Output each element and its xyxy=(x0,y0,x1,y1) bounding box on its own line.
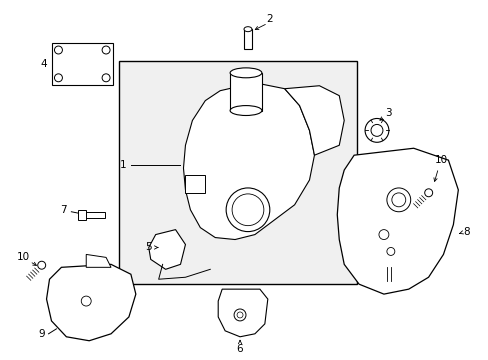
Text: 1: 1 xyxy=(120,160,126,170)
Polygon shape xyxy=(86,255,111,267)
Bar xyxy=(78,210,86,220)
Bar xyxy=(185,175,205,193)
Ellipse shape xyxy=(230,105,262,116)
Circle shape xyxy=(38,261,45,269)
Text: 7: 7 xyxy=(60,205,66,215)
Circle shape xyxy=(102,46,110,54)
Circle shape xyxy=(54,46,62,54)
Polygon shape xyxy=(46,264,136,341)
Text: 3: 3 xyxy=(385,108,391,117)
Bar xyxy=(244,29,251,49)
Polygon shape xyxy=(284,86,344,155)
Circle shape xyxy=(54,74,62,82)
Circle shape xyxy=(370,125,382,136)
Polygon shape xyxy=(218,289,267,337)
Ellipse shape xyxy=(244,27,251,32)
Bar xyxy=(230,73,262,111)
Circle shape xyxy=(391,193,405,207)
Text: 2: 2 xyxy=(266,14,273,24)
Circle shape xyxy=(232,194,264,226)
Bar xyxy=(83,212,105,218)
Text: 10: 10 xyxy=(434,155,447,165)
Circle shape xyxy=(386,247,394,255)
Circle shape xyxy=(378,230,388,239)
Polygon shape xyxy=(148,230,185,269)
Text: 8: 8 xyxy=(462,226,468,237)
Circle shape xyxy=(237,312,243,318)
Text: 6: 6 xyxy=(236,344,243,354)
Text: 5: 5 xyxy=(145,243,152,252)
Circle shape xyxy=(424,189,432,197)
Bar xyxy=(51,43,113,85)
Ellipse shape xyxy=(230,68,262,78)
Bar xyxy=(119,61,356,284)
Polygon shape xyxy=(183,83,314,239)
Polygon shape xyxy=(337,148,457,294)
Circle shape xyxy=(234,309,245,321)
Circle shape xyxy=(365,118,388,142)
Circle shape xyxy=(81,296,91,306)
Text: 10: 10 xyxy=(17,252,30,262)
Text: 9: 9 xyxy=(38,329,45,339)
Circle shape xyxy=(225,188,269,231)
Text: 4: 4 xyxy=(40,59,47,69)
Circle shape xyxy=(386,188,410,212)
Circle shape xyxy=(102,74,110,82)
